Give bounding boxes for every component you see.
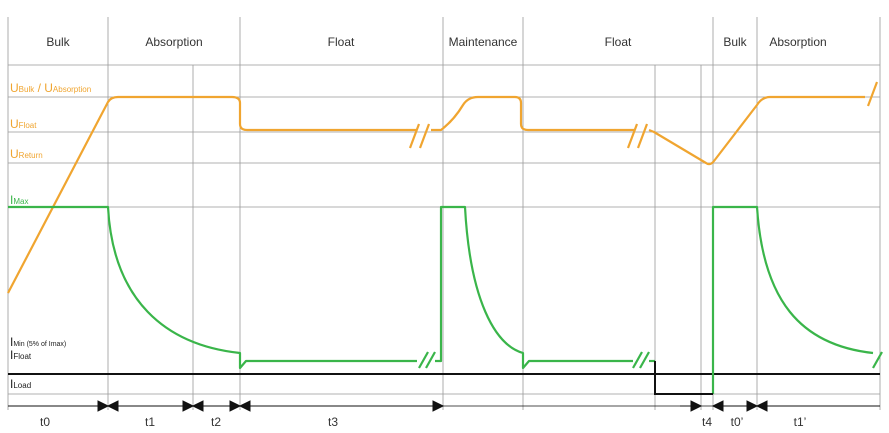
interval-t3 bbox=[238, 400, 445, 412]
label-u-bulk-absorption: UBulk / UAbsorption bbox=[10, 81, 91, 95]
phase-label-bulk: Bulk bbox=[46, 35, 70, 49]
interval-t0-prime bbox=[711, 400, 759, 412]
label-i-float: IFloat bbox=[10, 348, 32, 362]
voltage-segment-2 bbox=[431, 95, 634, 132]
voltage-break-2 bbox=[626, 123, 649, 149]
arrow-head-left bbox=[106, 400, 119, 412]
current-segment-1 bbox=[8, 205, 417, 370]
arrow-head-left bbox=[711, 400, 724, 412]
phase-labels: Bulk Absorption Float Maintenance Float … bbox=[46, 35, 826, 49]
voltage-break-1 bbox=[408, 123, 431, 149]
label-u-return: UReturn bbox=[10, 147, 43, 161]
time-label-t0: t0 bbox=[40, 415, 50, 429]
arrow-head-left bbox=[755, 400, 768, 412]
label-i-max: IMax bbox=[10, 193, 28, 207]
arrow-head-right bbox=[690, 400, 703, 412]
phase-label-absorption: Absorption bbox=[145, 35, 202, 49]
time-label-t3: t3 bbox=[328, 415, 338, 429]
interval-t1-prime bbox=[755, 400, 880, 412]
voltage-segment-1 bbox=[7, 95, 416, 294]
current-break-3 bbox=[872, 351, 883, 369]
time-label-t1-prime: t1’ bbox=[794, 415, 807, 429]
arrow-head-right bbox=[432, 400, 445, 412]
arrow-head-right bbox=[182, 400, 195, 412]
current-curve bbox=[8, 205, 883, 394]
current-break-1 bbox=[418, 351, 436, 369]
current-break-2 bbox=[632, 351, 650, 369]
time-label-t0-prime: t0’ bbox=[731, 415, 744, 429]
label-i-min: IMin (5% of Imax) bbox=[10, 335, 66, 349]
interval-t0 bbox=[8, 400, 110, 412]
current-segment-2 bbox=[435, 205, 633, 370]
phase-label-maintenance: Maintenance bbox=[449, 35, 518, 49]
time-intervals: t0 t1 t2 t3 t4 t0’ t1’ bbox=[8, 400, 880, 429]
interval-t1 bbox=[106, 400, 195, 412]
arrow-head-left bbox=[238, 400, 251, 412]
arrow-head-right bbox=[746, 400, 759, 412]
phase-label-float-2: Float bbox=[605, 35, 632, 49]
voltage-curve bbox=[7, 81, 879, 294]
load-current-line bbox=[654, 361, 713, 395]
interval-t4 bbox=[680, 400, 703, 412]
voltage-break-3 bbox=[866, 81, 879, 107]
interval-t2 bbox=[191, 400, 242, 412]
phase-label-bulk-2: Bulk bbox=[723, 35, 747, 49]
arrow-head-right bbox=[97, 400, 110, 412]
current-segment-4 bbox=[711, 205, 874, 394]
label-i-load: ILoad bbox=[10, 377, 31, 391]
phase-label-absorption-2: Absorption bbox=[769, 35, 826, 49]
arrow-head-left bbox=[191, 400, 204, 412]
label-u-float: UFloat bbox=[10, 117, 37, 131]
time-label-t4: t4 bbox=[702, 415, 712, 429]
phase-label-float: Float bbox=[328, 35, 355, 49]
level-labels: UBulk / UAbsorption UFloat UReturn IMax … bbox=[10, 81, 91, 391]
voltage-segment-3 bbox=[648, 95, 865, 166]
arrow-head-right bbox=[229, 400, 242, 412]
grid bbox=[7, 17, 881, 410]
time-label-t2: t2 bbox=[211, 415, 221, 429]
time-label-t1: t1 bbox=[145, 415, 155, 429]
